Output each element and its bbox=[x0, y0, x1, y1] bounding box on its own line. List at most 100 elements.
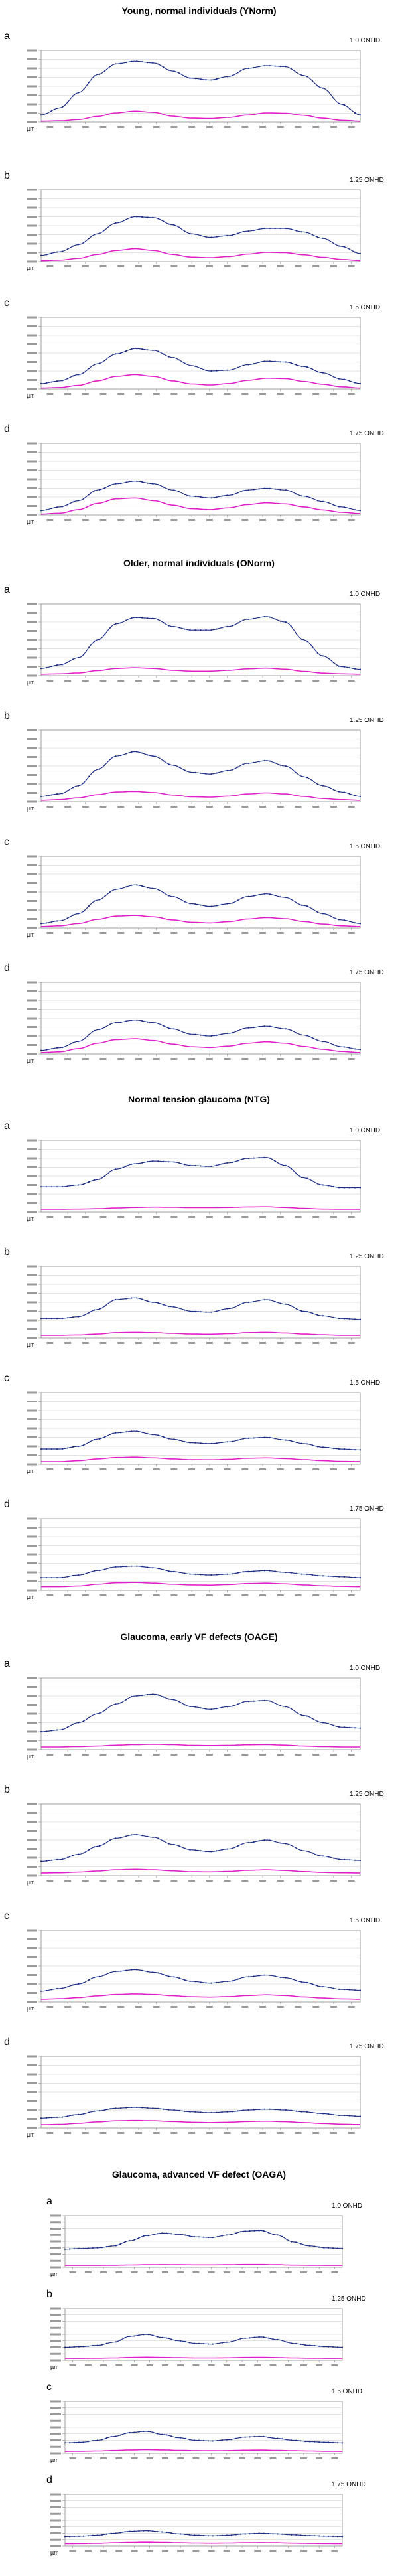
data-point bbox=[232, 902, 233, 904]
data-point bbox=[242, 1302, 244, 1304]
data-point bbox=[328, 2535, 330, 2537]
data-point bbox=[200, 78, 202, 80]
y-tick-label bbox=[27, 189, 37, 191]
data-point bbox=[45, 795, 48, 797]
group-title: Older, normal individuals (ONorm) bbox=[123, 558, 275, 568]
data-point bbox=[230, 2234, 232, 2235]
data-point bbox=[147, 1693, 149, 1696]
y-tick-label bbox=[27, 1193, 37, 1195]
data-point bbox=[221, 1981, 223, 1983]
x-tick-label bbox=[300, 2364, 307, 2366]
data-point bbox=[178, 766, 180, 769]
data-point bbox=[237, 232, 239, 234]
data-point bbox=[202, 2439, 205, 2442]
data-point bbox=[168, 223, 170, 225]
x-tick-label bbox=[224, 1058, 231, 1060]
data-point bbox=[354, 795, 356, 796]
data-point bbox=[216, 2235, 218, 2238]
data-point bbox=[274, 1702, 276, 1705]
data-point bbox=[189, 364, 191, 366]
x-tick-label bbox=[206, 806, 213, 808]
data-point bbox=[258, 1156, 260, 1159]
data-point bbox=[45, 1989, 48, 1992]
x-tick-label bbox=[117, 519, 125, 521]
data-point bbox=[269, 760, 271, 762]
x-unit-label: µm bbox=[27, 1057, 35, 1064]
data-point bbox=[94, 1846, 96, 1848]
data-point bbox=[168, 895, 170, 897]
data-point bbox=[247, 1437, 249, 1439]
data-point bbox=[221, 2111, 223, 2113]
data-point bbox=[348, 2115, 351, 2117]
x-tick-label bbox=[135, 680, 142, 682]
data-point bbox=[178, 72, 180, 74]
data-point bbox=[178, 359, 180, 361]
x-tick-label bbox=[117, 1594, 125, 1596]
data-point bbox=[216, 905, 218, 907]
x-tick-label bbox=[117, 2132, 125, 2134]
data-point bbox=[316, 370, 318, 373]
y-tick-label bbox=[50, 2320, 61, 2322]
data-point bbox=[247, 67, 249, 70]
x-tick-label bbox=[331, 2364, 338, 2366]
data-point bbox=[115, 1022, 117, 1023]
data-point bbox=[348, 108, 351, 110]
data-point bbox=[316, 1183, 318, 1185]
data-point bbox=[163, 1436, 165, 1438]
data-point bbox=[322, 237, 324, 240]
data-point bbox=[133, 2530, 135, 2532]
data-point bbox=[295, 71, 297, 74]
data-point bbox=[78, 1574, 80, 1576]
x-tick-label bbox=[188, 1468, 196, 1470]
data-point bbox=[166, 2531, 168, 2534]
data-point bbox=[40, 1318, 42, 1320]
data-point bbox=[306, 640, 308, 642]
data-point bbox=[306, 496, 308, 498]
data-point bbox=[210, 629, 212, 631]
data-point bbox=[249, 2436, 251, 2438]
data-point bbox=[311, 646, 313, 648]
data-point bbox=[295, 901, 297, 904]
data-point bbox=[83, 654, 85, 656]
x-tick-label bbox=[223, 2550, 230, 2552]
data-point bbox=[115, 1837, 117, 1839]
data-point bbox=[247, 1570, 249, 1572]
data-point bbox=[129, 2431, 131, 2433]
data-point bbox=[178, 1439, 180, 1441]
line-chart: µm bbox=[27, 1517, 362, 1600]
data-point bbox=[247, 1700, 249, 1703]
data-point bbox=[109, 1301, 111, 1303]
data-point bbox=[221, 76, 223, 78]
y-tick-label bbox=[27, 1283, 37, 1286]
data-point bbox=[332, 242, 335, 244]
data-point bbox=[332, 376, 335, 378]
x-tick-label bbox=[135, 2006, 142, 2008]
data-point bbox=[316, 652, 318, 654]
data-point bbox=[263, 2435, 265, 2438]
data-point bbox=[253, 363, 255, 365]
data-point bbox=[242, 763, 244, 765]
x-tick-label bbox=[277, 1754, 284, 1756]
x-tick-label bbox=[259, 1468, 267, 1470]
x-tick-label bbox=[277, 932, 284, 934]
data-point bbox=[194, 629, 196, 631]
data-point bbox=[141, 885, 143, 887]
data-point bbox=[105, 2533, 107, 2535]
data-point bbox=[120, 1298, 122, 1300]
data-point bbox=[72, 2114, 74, 2116]
data-point bbox=[131, 1430, 133, 1432]
data-point bbox=[88, 1441, 90, 1443]
data-point bbox=[354, 509, 356, 511]
data-point bbox=[232, 368, 233, 370]
data-point bbox=[115, 2532, 117, 2534]
x-tick-label bbox=[224, 1216, 231, 1218]
x-tick-label bbox=[348, 932, 355, 934]
data-point bbox=[147, 349, 149, 351]
data-point bbox=[83, 1038, 85, 1041]
data-point bbox=[125, 1835, 127, 1837]
data-point bbox=[40, 1448, 42, 1450]
data-point bbox=[263, 759, 265, 762]
data-point bbox=[348, 1318, 351, 1320]
x-tick-label bbox=[259, 2006, 267, 2008]
series-line-2 bbox=[40, 497, 361, 515]
